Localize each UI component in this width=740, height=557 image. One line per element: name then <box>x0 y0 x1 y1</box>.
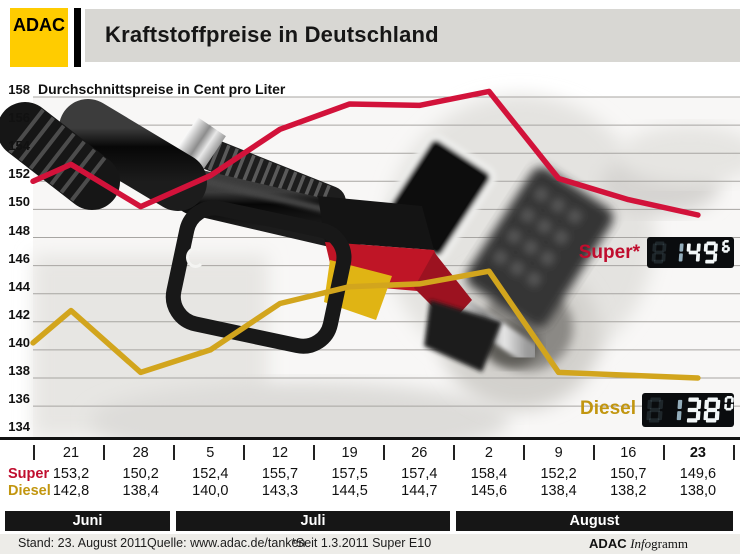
y-axis-label: 134 <box>8 419 30 435</box>
date-label: 12 <box>271 445 289 461</box>
y-axis-label: 142 <box>8 306 30 322</box>
super-value: 150,7 <box>610 466 647 482</box>
chart-series-lines <box>30 88 701 381</box>
date-label: 19 <box>341 445 358 461</box>
diesel-value: 143,3 <box>261 482 299 499</box>
month-bar-juli: Juli <box>176 511 450 531</box>
credit-info: Info <box>630 536 652 551</box>
date-label: 21 <box>62 445 80 461</box>
lcd-display-diesel <box>642 393 734 427</box>
footer-note: *Seit 1.3.2011 Super E10 <box>291 536 432 550</box>
tick-mark <box>383 445 385 460</box>
tick-mark <box>523 445 525 460</box>
y-axis-label: 150 <box>8 194 30 210</box>
tick-mark <box>593 445 595 460</box>
diesel-value: 144,5 <box>331 482 368 499</box>
diesel-value: 140,0 <box>192 482 229 499</box>
diesel-value: 138,4 <box>540 482 577 499</box>
footer-stand: Stand: 23. August 2011 <box>18 536 148 550</box>
month-bar-juni: Juni <box>5 511 170 531</box>
y-axis-label: 144 <box>8 278 30 294</box>
footer-source: Quelle: www.adac.de/tanken <box>147 536 306 550</box>
adac-logo-text: ADAC <box>13 15 65 35</box>
diesel-value: 145,6 <box>470 482 508 499</box>
row-label-super: Super <box>8 466 50 482</box>
diesel-value: 138,0 <box>679 482 717 499</box>
y-axis-label: 154 <box>8 138 30 154</box>
tick-mark <box>33 445 35 460</box>
diesel-value: 138,4 <box>122 482 159 499</box>
date-label: 2 <box>484 445 493 461</box>
series-label-diesel: Diesel <box>580 398 636 419</box>
tick-mark <box>733 445 735 460</box>
super-value: 153,2 <box>52 466 90 482</box>
diesel-value: 138,2 <box>610 482 647 499</box>
y-axis-label: 146 <box>8 250 30 266</box>
title-bar <box>85 9 740 62</box>
footer-bar <box>0 534 740 554</box>
super-value: 157,5 <box>331 466 368 482</box>
lcd-display-super <box>647 237 734 268</box>
chart-subtitle: Durchschnittspreise in Cent pro Liter <box>38 81 286 97</box>
date-label: 16 <box>620 445 637 461</box>
series-label-super: Super* <box>578 242 640 263</box>
tick-mark <box>453 445 455 460</box>
row-label-diesel: Diesel <box>8 482 51 499</box>
y-axis-label: 140 <box>8 334 30 350</box>
y-axis-label: 156 <box>8 110 30 126</box>
y-axis-label: 148 <box>8 222 30 238</box>
super-value: 155,7 <box>261 466 299 482</box>
month-bar-august: August <box>456 511 733 531</box>
date-label: 28 <box>132 445 149 461</box>
super-value: 149,6 <box>679 466 717 482</box>
y-axis-label: 138 <box>8 363 30 378</box>
adac-logo: ADAC <box>10 8 68 67</box>
super-value: 152,4 <box>192 466 229 482</box>
diesel-value: 142,8 <box>52 482 90 499</box>
y-axis-label: 158 <box>8 82 30 97</box>
price-chart <box>0 88 740 437</box>
tick-mark <box>663 445 665 460</box>
tick-mark <box>173 445 175 460</box>
diesel-value: 144,7 <box>401 482 438 499</box>
series-line-diesel <box>30 268 701 381</box>
super-value: 152,2 <box>540 466 577 482</box>
tick-mark <box>313 445 315 460</box>
series-line-super <box>30 88 701 218</box>
logo-separator <box>74 8 81 67</box>
date-label: 9 <box>554 445 563 461</box>
page-title: Kraftstoffpreise in Deutschland <box>105 22 439 47</box>
credit-gramm: gramm <box>651 536 688 551</box>
date-label: 26 <box>411 445 428 461</box>
super-value: 157,4 <box>401 466 438 482</box>
super-value: 150,2 <box>122 466 159 482</box>
x-axis-line <box>0 437 740 440</box>
tick-mark <box>243 445 245 460</box>
date-label: 23 <box>689 445 706 461</box>
y-axis-label: 152 <box>8 166 30 182</box>
date-label: 5 <box>206 445 215 461</box>
footer-credit: ADAC Infogramm <box>589 536 688 552</box>
y-axis-label: 136 <box>8 391 30 407</box>
credit-adac: ADAC <box>589 536 631 551</box>
tick-mark <box>103 445 105 460</box>
super-value: 158,4 <box>470 466 508 482</box>
